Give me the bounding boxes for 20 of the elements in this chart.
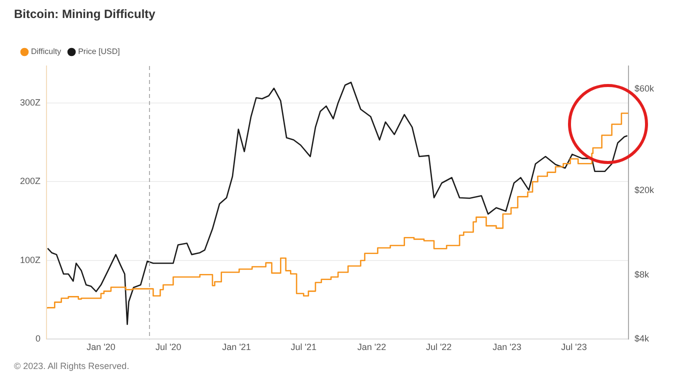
y2-tick-label: $8k <box>634 270 650 280</box>
x-tick-label: Jan '23 <box>492 342 522 352</box>
x-tick-label: Jul '22 <box>426 342 452 352</box>
legend-label: Difficulty <box>31 47 62 56</box>
x-tick-label: Jul '20 <box>156 342 182 352</box>
y2-tick-label: $4k <box>634 334 650 344</box>
x-tick-label: Jul '23 <box>561 342 587 352</box>
chart-title: Bitcoin: Mining Difficulty <box>14 7 156 21</box>
y-tick-label: 300Z <box>20 97 42 108</box>
y-tick-label: 0 <box>36 334 41 344</box>
y-tick-label: 200Z <box>20 176 42 186</box>
x-tick-label: Jan '21 <box>222 342 251 352</box>
x-tick-label: Jan '20 <box>86 342 116 352</box>
y2-tick-label: $60k <box>634 84 654 94</box>
x-tick-label: Jul '21 <box>290 342 316 352</box>
y-tick-label: 100Z <box>20 254 42 265</box>
y2-tick-label: $20k <box>634 185 654 196</box>
x-tick-label: Jan '22 <box>357 342 386 352</box>
legend-label: Price [USD] <box>78 47 120 56</box>
text: © 2023. All Rights Reserved. <box>14 361 130 371</box>
